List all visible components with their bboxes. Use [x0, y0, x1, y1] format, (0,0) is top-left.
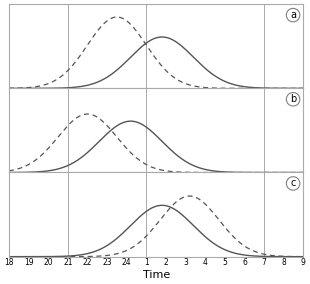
- Text: a: a: [290, 10, 296, 20]
- X-axis label: Time: Time: [143, 270, 170, 280]
- Text: b: b: [290, 94, 296, 104]
- Text: c: c: [290, 178, 296, 189]
